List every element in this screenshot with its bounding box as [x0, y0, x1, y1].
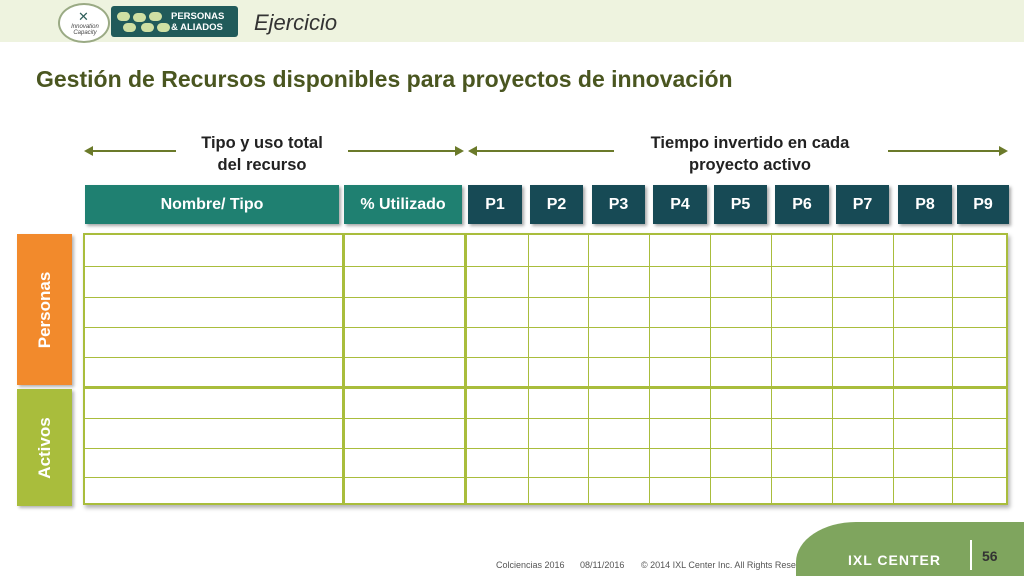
- people-icon: [115, 11, 171, 33]
- col-divider: [710, 235, 711, 503]
- col-header-p5: P5: [714, 185, 767, 224]
- logo-mark-icon: ✕: [78, 9, 89, 24]
- group-header-left-line-1: Tipo y uso total: [201, 134, 323, 152]
- group-header-right: Tiempo invertido en cada proyecto activo: [625, 132, 875, 176]
- arrow-right-icon: [348, 146, 464, 156]
- col-divider: [832, 235, 833, 503]
- row-group-activos: Activos: [17, 389, 72, 506]
- badge-text: PERSONAS & ALIADOS: [171, 11, 224, 33]
- page-title: Gestión de Recursos disponibles para pro…: [36, 66, 733, 92]
- footer-copyright: © 2014 IXL Center Inc. All Rights Reserv…: [641, 560, 814, 570]
- row-group-activos-label: Activos: [34, 416, 54, 479]
- group-header-left: Tipo y uso total del recurso: [186, 132, 338, 176]
- row-divider: [85, 418, 1006, 419]
- arrow-left-icon: [468, 146, 614, 156]
- group-header-right-line-2: proyecto activo: [689, 156, 811, 174]
- ixl-footer-brand: IXL CENTER 56: [796, 522, 1024, 576]
- footer-separator: [970, 540, 972, 570]
- col-header-utilizado: % Utilizado: [344, 185, 462, 224]
- personas-aliados-badge: PERSONAS & ALIADOS: [111, 6, 238, 37]
- row-divider: [85, 448, 1006, 449]
- col-header-p1: P1: [468, 185, 522, 224]
- col-header-p8: P8: [898, 185, 952, 224]
- group-divider: [85, 386, 1006, 389]
- footer-date: 08/11/2016: [580, 560, 625, 570]
- col-header-p9: P9: [957, 185, 1009, 224]
- badge-line-1: PERSONAS: [171, 11, 225, 22]
- row-group-personas: Personas: [17, 234, 72, 385]
- col-header-p4: P4: [653, 185, 707, 224]
- row-divider: [85, 266, 1006, 267]
- group-header-right-line-1: Tiempo invertido en cada: [650, 134, 850, 152]
- col-divider: [649, 235, 650, 503]
- col-divider: [464, 235, 467, 503]
- row-divider: [85, 357, 1006, 358]
- logo-text: Innovation Capacity: [71, 24, 99, 36]
- col-divider: [588, 235, 589, 503]
- col-divider: [952, 235, 953, 503]
- innovation-capacity-logo: ✕ Innovation Capacity: [58, 3, 110, 43]
- arrow-left-icon: [84, 146, 176, 156]
- col-header-p6: P6: [775, 185, 829, 224]
- row-divider: [85, 297, 1006, 298]
- col-divider: [893, 235, 894, 503]
- col-header-nombre: Nombre/ Tipo: [85, 185, 339, 224]
- col-header-p7: P7: [836, 185, 889, 224]
- row-divider: [85, 327, 1006, 328]
- col-divider: [342, 235, 345, 503]
- section-label: Ejercicio: [254, 10, 338, 35]
- col-header-p3: P3: [592, 185, 645, 224]
- row-divider: [85, 477, 1006, 478]
- footer-source: Colciencias 2016: [496, 560, 565, 570]
- col-divider: [528, 235, 529, 503]
- group-header-left-line-2: del recurso: [217, 156, 307, 174]
- resource-table: [83, 233, 1008, 505]
- col-header-p2: P2: [530, 185, 583, 224]
- ixl-center-logo: IXL CENTER: [848, 552, 941, 568]
- badge-line-2: & ALIADOS: [171, 22, 223, 33]
- col-divider: [771, 235, 772, 503]
- row-group-personas-label: Personas: [34, 271, 54, 348]
- arrow-right-icon: [888, 146, 1008, 156]
- page-number: 56: [982, 548, 998, 564]
